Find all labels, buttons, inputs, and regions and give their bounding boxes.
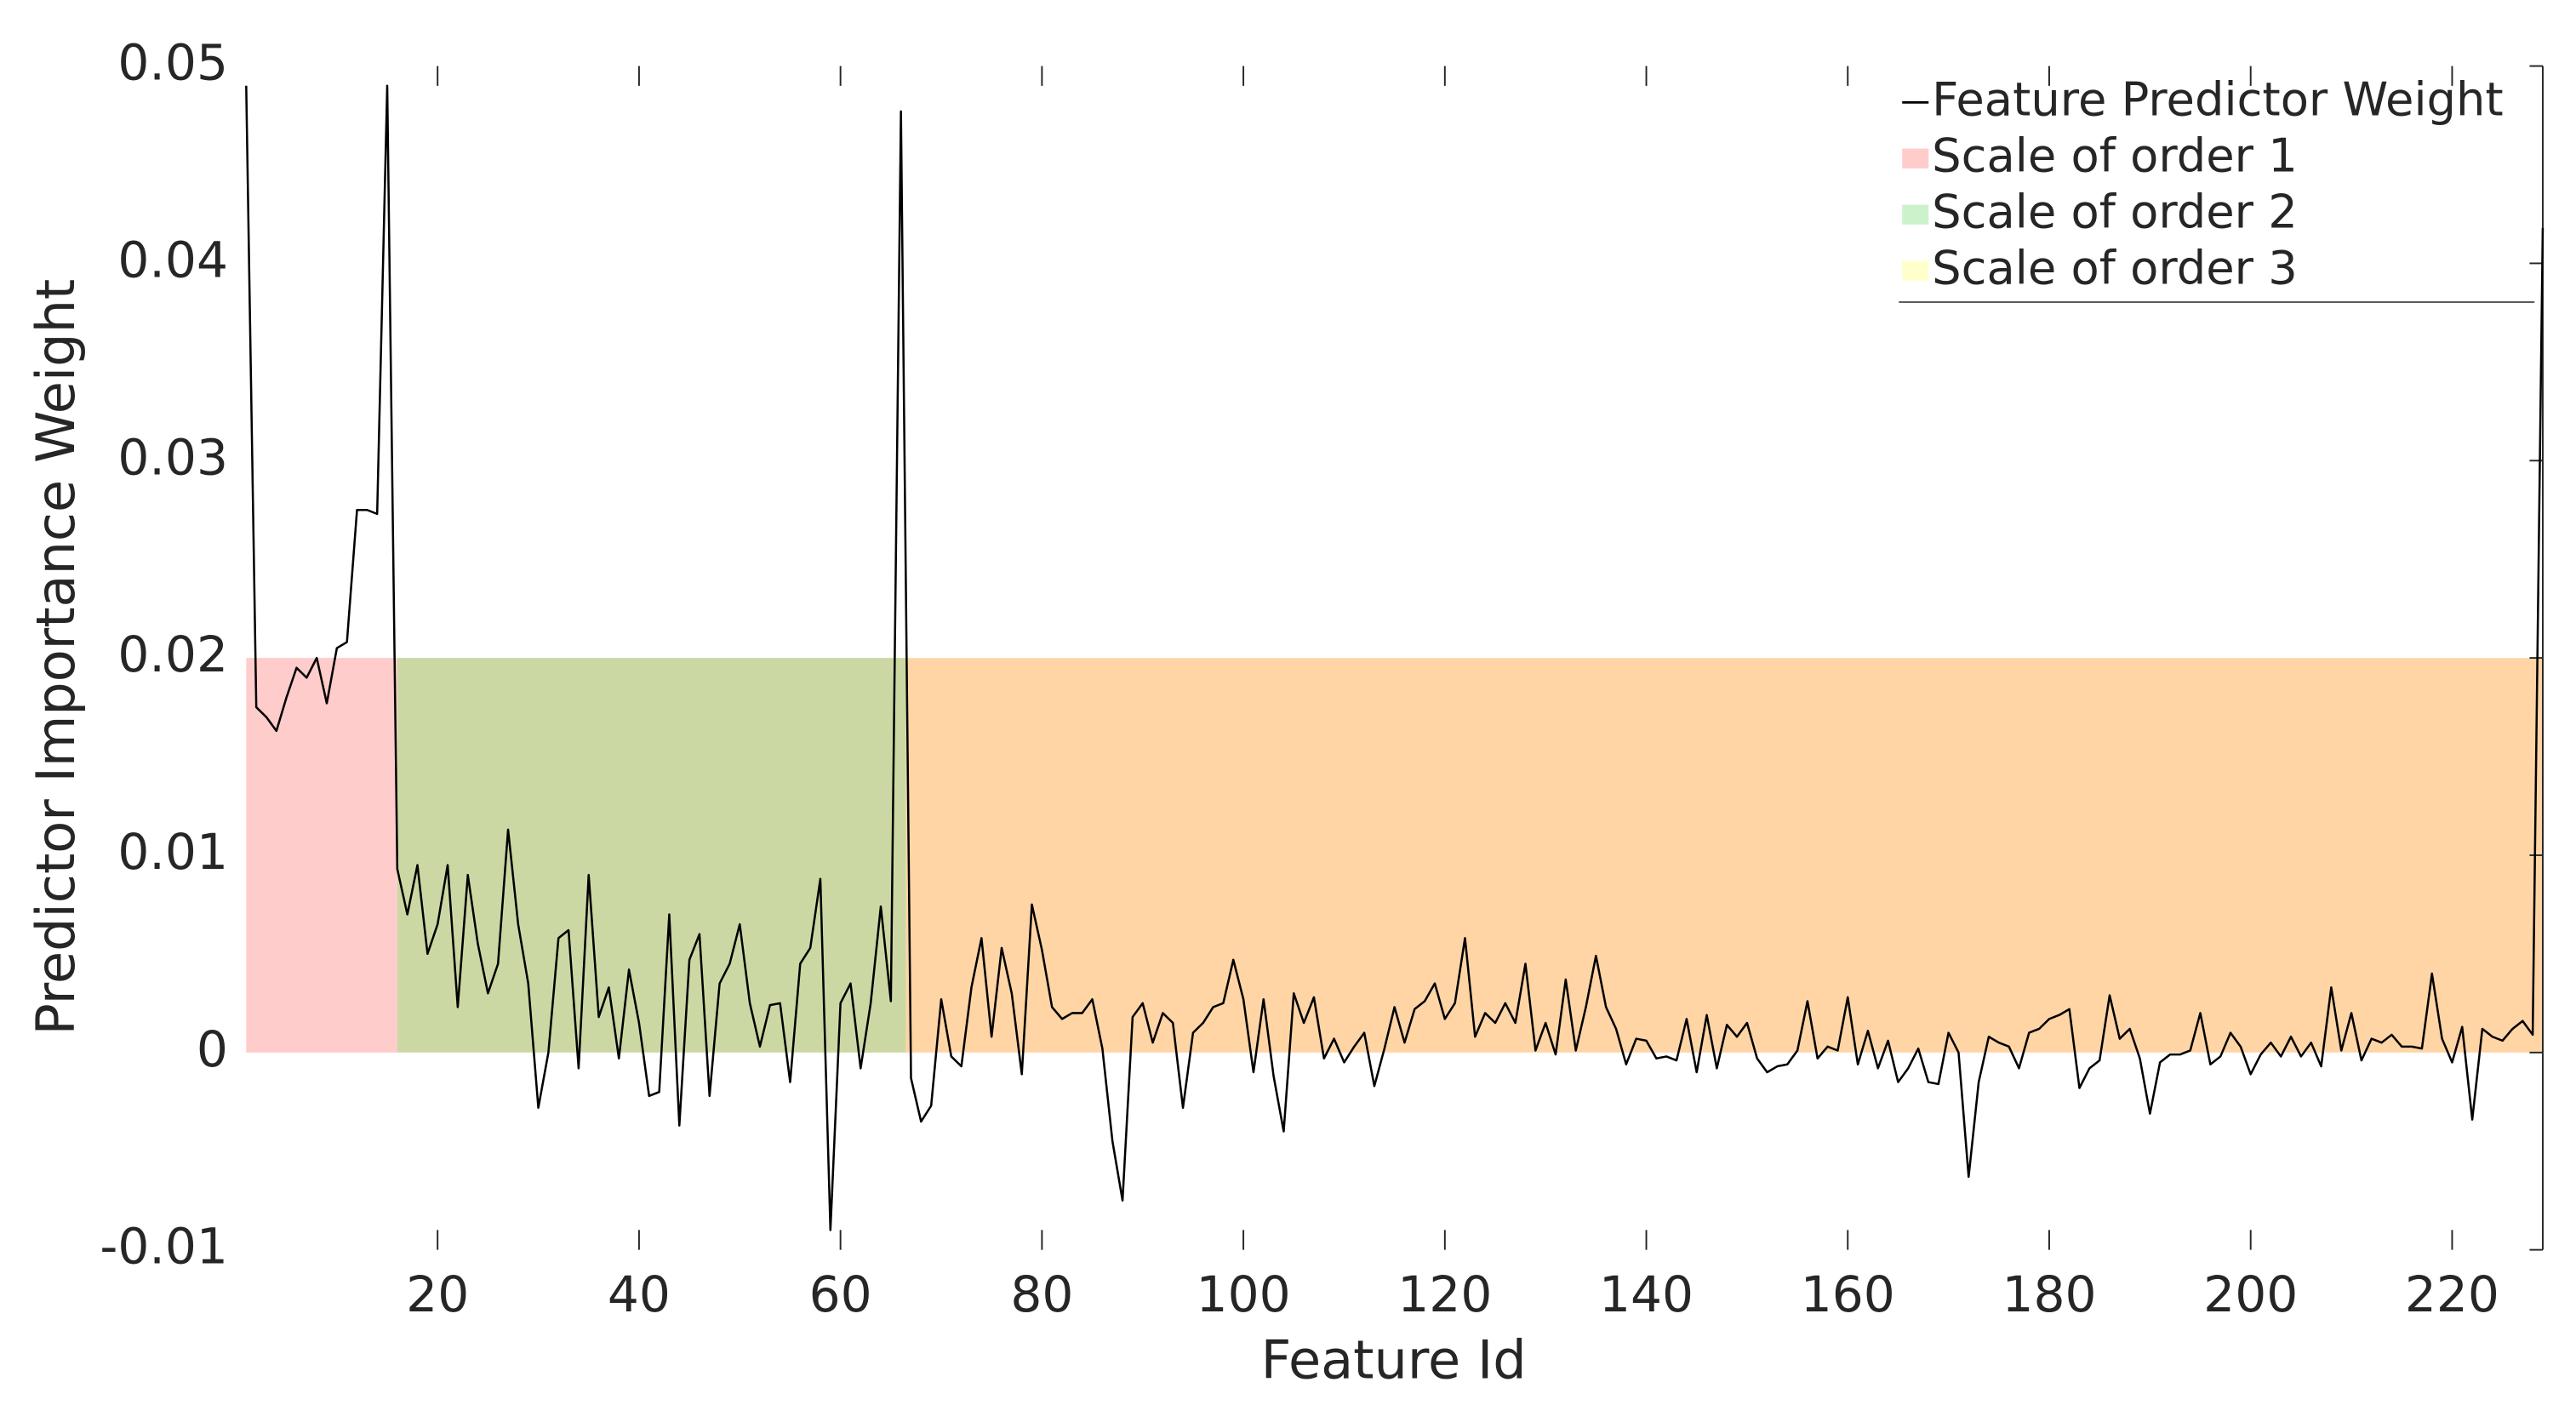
data-line	[245, 84, 2545, 1231]
x-tick-label: 40	[608, 1265, 671, 1323]
y-tick-label: 0.05	[117, 34, 228, 92]
scale-region	[246, 658, 397, 1053]
y-tick-label: 0.02	[117, 625, 228, 683]
y-tick-label: -0.01	[100, 1218, 228, 1276]
regions	[246, 658, 2543, 1053]
scale-region	[397, 658, 906, 1053]
x-tick-label: 100	[1197, 1265, 1291, 1323]
legend-label: Feature Predictor Weight	[1932, 72, 2504, 126]
x-tick-label: 220	[2405, 1265, 2499, 1323]
y-tick-label: 0.03	[117, 428, 228, 486]
x-tick-label: 80	[1010, 1265, 1073, 1323]
lines	[245, 84, 2545, 1231]
axes: -0.01 0 0.01 0.02 0.03 0.04 0.05 20 40 60 80 100 120…	[100, 34, 2544, 1323]
x-tick-label: 120	[1397, 1265, 1492, 1323]
y-tick-label: 0	[197, 1020, 228, 1078]
legend-swatch	[1902, 260, 1929, 281]
x-axis-label: Feature Id	[1261, 1329, 1527, 1391]
legend-label: Scale of order 2	[1932, 185, 2298, 238]
y-tick-label: 0.01	[117, 823, 228, 881]
x-tick-label: 140	[1599, 1265, 1694, 1323]
legend-label: Scale of order 1	[1932, 129, 2298, 182]
x-tick-label: 60	[809, 1265, 872, 1323]
y-tick-label: 0.04	[117, 231, 228, 289]
x-tick-label: 200	[2203, 1265, 2298, 1323]
y-axis-label: Predictor Importance Weight	[25, 279, 87, 1036]
legend-swatch	[1902, 204, 1929, 225]
legend-swatch	[1902, 148, 1929, 168]
x-tick-label: 160	[1801, 1265, 1895, 1323]
legend-label: Scale of order 3	[1932, 241, 2298, 294]
x-tick-label: 180	[2002, 1265, 2096, 1323]
scale-region	[905, 658, 2543, 1053]
x-tick-label: 20	[406, 1265, 469, 1323]
